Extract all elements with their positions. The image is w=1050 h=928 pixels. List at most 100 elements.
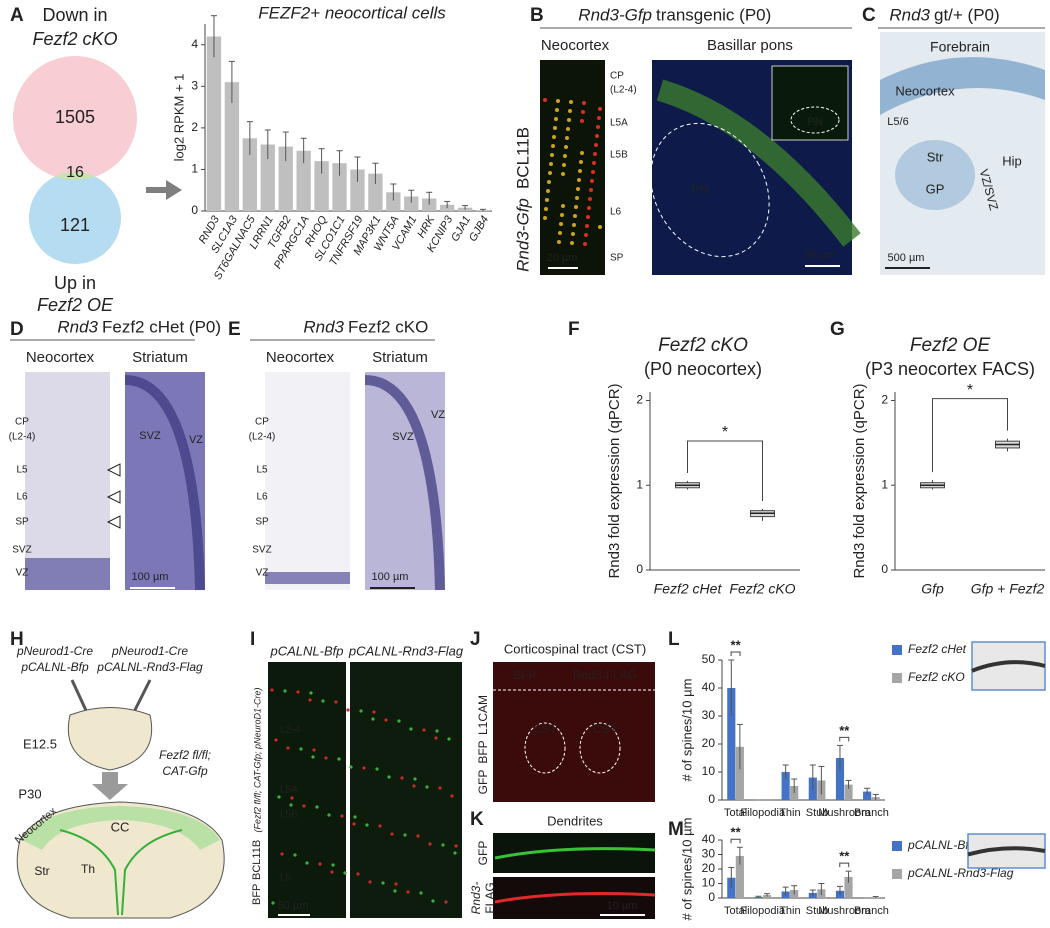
panel-letter: C	[862, 5, 876, 26]
cell	[372, 710, 376, 714]
y-tick-label: 3	[191, 79, 198, 93]
label: Neocortex	[26, 349, 95, 366]
label: Hip	[1002, 153, 1022, 168]
cell	[368, 880, 372, 884]
cell	[557, 240, 561, 244]
label: CST	[533, 722, 558, 736]
cell	[352, 822, 356, 826]
arrowhead	[106, 490, 121, 504]
bar	[314, 161, 329, 211]
cell	[362, 766, 366, 770]
panel-letter: M	[668, 819, 684, 840]
label: BFP	[513, 668, 536, 682]
bar	[863, 791, 872, 800]
label: Rnd3-Gfp	[513, 198, 532, 272]
cell	[393, 889, 397, 893]
x-tick-label: Mushroom	[818, 905, 870, 917]
label: (L2-4)	[610, 85, 637, 96]
label: 20 µm	[547, 252, 578, 264]
label: Striatum	[132, 349, 188, 366]
arrow-head	[166, 180, 182, 200]
cell	[444, 900, 448, 904]
cell	[581, 110, 585, 114]
inset	[771, 65, 849, 141]
cell	[384, 718, 388, 722]
cell	[576, 187, 580, 191]
label: SVZ	[12, 545, 31, 556]
y-axis-label: # of spines/10 µm	[679, 679, 694, 782]
x-tick-label: GJB4	[467, 214, 491, 244]
label: pCALNL-Rnd3-Flag	[96, 660, 203, 674]
annotation: *	[722, 424, 728, 441]
cell	[549, 162, 553, 166]
y-tick-label: 10	[702, 764, 716, 778]
legend-label: Fezf2 cHet	[908, 642, 967, 656]
image-rnd3	[350, 662, 462, 918]
y-tick-label: 40	[702, 680, 716, 694]
label: Neocortex	[541, 37, 610, 54]
cell	[337, 757, 341, 761]
cell	[312, 748, 316, 752]
cell	[403, 833, 407, 837]
label: CP	[610, 71, 624, 82]
cell	[308, 698, 312, 702]
cell	[274, 738, 278, 742]
label: CP	[15, 417, 29, 428]
x-tick-label: Gfp	[921, 581, 944, 597]
label: SVZ	[252, 545, 271, 556]
cell	[381, 881, 385, 885]
cell	[409, 727, 413, 731]
label: VZ	[16, 568, 29, 579]
label: SVZ	[139, 430, 161, 442]
venn-up	[29, 172, 121, 264]
cell	[548, 171, 552, 175]
label: (L2-4)	[9, 432, 36, 443]
cell	[578, 169, 582, 173]
image-bfp	[268, 662, 346, 918]
cell	[349, 765, 353, 769]
bar	[404, 196, 419, 211]
label: transgenic (P0)	[656, 5, 771, 24]
cell	[570, 241, 574, 245]
cell	[564, 145, 568, 149]
bar	[781, 772, 790, 800]
chart-title: Fezf2 OE	[910, 335, 991, 356]
bar	[735, 855, 744, 898]
cell	[324, 756, 328, 760]
cortex-stain	[880, 57, 1045, 115]
legend-swatch	[892, 841, 902, 851]
cell	[321, 699, 325, 703]
cst-left	[524, 722, 566, 774]
panel-letter: E	[228, 319, 241, 340]
label: CST	[593, 722, 618, 736]
cell	[340, 814, 344, 818]
label: Basillar pons	[707, 37, 793, 54]
cell	[280, 852, 284, 856]
cell	[577, 178, 581, 182]
cell	[597, 116, 601, 120]
image-neocortex	[265, 372, 350, 590]
cell	[593, 152, 597, 156]
label: PN	[691, 181, 709, 196]
cell	[545, 198, 549, 202]
bar	[727, 688, 736, 800]
label: 16	[66, 164, 84, 181]
down-arrow	[92, 772, 128, 800]
label: VZ	[256, 568, 269, 579]
cell	[560, 213, 564, 217]
label: Fezf2 cKO	[32, 29, 117, 49]
label: L5/6	[887, 116, 908, 128]
label: L5	[256, 465, 268, 476]
panel-letter: A	[10, 5, 24, 26]
cell	[556, 99, 560, 103]
label: Rnd3	[303, 317, 344, 336]
legend-swatch	[892, 869, 902, 879]
label: pCALNL-Bfp	[20, 660, 89, 674]
label: CAT-Gfp	[162, 764, 208, 778]
label: GFP	[476, 841, 490, 866]
cell	[583, 242, 587, 246]
cell	[551, 144, 555, 148]
cell	[596, 125, 600, 129]
cell	[565, 136, 569, 140]
label: gt/+ (P0)	[934, 5, 1000, 24]
